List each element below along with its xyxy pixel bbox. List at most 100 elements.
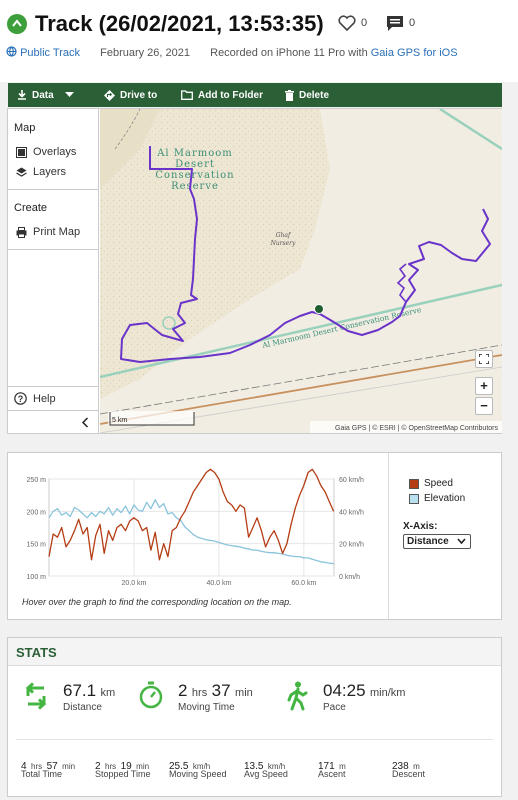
directions-icon	[104, 89, 115, 101]
descent-number: 238	[392, 761, 409, 772]
folder-icon	[181, 90, 193, 100]
distance-value: 67.1 km	[63, 681, 115, 701]
left-tick-label: 100 m	[27, 574, 47, 581]
drive-to-button[interactable]: Drive to	[104, 83, 157, 107]
pace-value: 04:25 min/km	[323, 681, 405, 701]
total-time-min-unit: min	[62, 762, 76, 771]
ascent-number: 171	[318, 761, 335, 772]
map-canvas[interactable]: Al Marmoom Desert Conservation Reserve G…	[100, 109, 502, 433]
sidebar-divider	[8, 189, 99, 190]
x-axis-label: X-Axis:	[403, 521, 438, 532]
moving-speed-value: 25.5 km/h	[169, 756, 210, 774]
total-time-hrs: 4	[21, 761, 27, 772]
sidebar-divider	[8, 249, 99, 250]
trash-icon	[285, 89, 294, 101]
pace-label: Pace	[323, 702, 346, 713]
right-tick-label: 20 km/h	[339, 542, 364, 549]
total-time-min: 57	[46, 761, 58, 772]
delete-label: Delete	[299, 89, 330, 101]
sidebar-divider	[8, 386, 99, 387]
moving-speed-number: 25.5	[169, 761, 189, 772]
distance-number: 67.1	[63, 681, 97, 700]
descent-label: Descent	[392, 769, 426, 779]
chart-legend: Speed Elevation X-Axis: Distance	[388, 453, 502, 619]
map-view[interactable]: Al Marmoom Desert Conservation Reserve G…	[100, 109, 502, 433]
green-road	[439, 109, 502, 151]
create-heading: Create	[14, 202, 48, 214]
x-axis-value: Distance	[407, 536, 449, 547]
download-icon	[18, 90, 26, 100]
help-label: Help	[33, 392, 56, 405]
series-line-speed	[48, 468, 335, 561]
track-start-marker[interactable]	[314, 304, 324, 314]
stats-title: STATS	[16, 645, 57, 660]
left-tick-label: 150 m	[27, 542, 47, 549]
right-tick-label: 0 km/h	[339, 574, 360, 581]
attribution-bg	[310, 421, 502, 433]
heart-icon[interactable]	[338, 15, 356, 31]
nursery-label: Ghaf	[276, 232, 292, 239]
track-icon	[7, 14, 27, 34]
chart-hint: Hover over the graph to find the corresp…	[22, 597, 292, 607]
visibility-link[interactable]: Public Track	[20, 47, 80, 59]
overlays-item[interactable]: Overlays	[16, 146, 76, 158]
track-meta: Public Track February 26, 2021 Recorded …	[6, 46, 458, 59]
help-item[interactable]: ? Help	[14, 392, 56, 405]
add-to-folder-label: Add to Folder	[198, 89, 263, 101]
total-time-label: Total Time	[21, 769, 63, 779]
elevation-swatch	[409, 493, 419, 504]
data-label: Data	[32, 89, 54, 101]
legend-speed[interactable]: Speed	[409, 478, 453, 489]
series-line-elevation	[48, 499, 334, 565]
moving-time-min: 37	[211, 681, 231, 700]
collapse-sidebar-icon[interactable]	[81, 417, 89, 428]
sidebar-divider	[8, 410, 99, 411]
x-axis-select[interactable]: Distance	[403, 534, 471, 549]
comment-icon[interactable]	[386, 15, 404, 32]
data-menu-button[interactable]: Data	[17, 83, 74, 107]
zoom-out-button[interactable]: −	[475, 397, 493, 415]
like-count: 0	[361, 17, 368, 29]
pace-number: 04:25	[323, 681, 366, 700]
layers-item[interactable]: Layers	[16, 166, 66, 178]
pace-unit: min/km	[370, 687, 406, 699]
fullscreen-button[interactable]	[475, 350, 493, 368]
reserve-label: Desert	[175, 159, 215, 170]
moving-time-hrs-unit: hrs	[191, 687, 208, 699]
scale-bar	[109, 412, 195, 426]
x-tick-label: 20.0 km	[121, 580, 146, 587]
legend-speed-label: Speed	[424, 478, 453, 489]
left-tick-label: 200 m	[27, 509, 47, 516]
track-line[interactable]	[120, 146, 491, 363]
scale-bar-bg	[108, 411, 194, 425]
layers-label: Layers	[33, 166, 67, 178]
map-attribution: Gaia GPS | © ESRI | © OpenStreetMap Cont…	[335, 424, 498, 432]
right-tick-label: 60 km/h	[339, 477, 364, 484]
moving-speed-label: Moving Speed	[169, 769, 227, 779]
legend-elevation[interactable]: Elevation	[409, 493, 465, 504]
svg-text:?: ?	[18, 394, 24, 404]
total-time-hrs-unit: hrs	[31, 762, 43, 771]
moving-time-value: 2 hrs 37 min	[178, 681, 253, 701]
delete-button[interactable]: Delete	[285, 83, 329, 107]
page-title: Track (26/02/2021, 13:53:35)	[35, 11, 324, 36]
profile-chart[interactable]: 250 m 200 m 150 m 100 m 60 km/h 40 km/h 20 km/…	[8, 453, 388, 619]
comment-count: 0	[409, 17, 416, 29]
moving-time-hrs: 2	[178, 681, 188, 700]
ascent-label: Ascent	[318, 769, 346, 779]
add-to-folder-button[interactable]: Add to Folder	[181, 83, 263, 107]
distance-label: Distance	[63, 702, 102, 713]
printer-icon	[16, 226, 27, 238]
print-map-label: Print Map	[33, 226, 81, 238]
stopped-time-hrs-unit: hrs	[105, 762, 117, 771]
fullscreen-icon	[478, 353, 490, 365]
zoom-in-button[interactable]: +	[475, 377, 493, 395]
map-heading: Map	[14, 122, 36, 134]
conservation-road	[100, 283, 502, 379]
reserve-label: Al Marmoom	[156, 148, 233, 159]
reserve-label: Conservation	[155, 170, 234, 181]
avg-speed-unit: km/h	[267, 762, 286, 771]
legend-elevation-label: Elevation	[424, 493, 466, 504]
print-map-item[interactable]: Print Map	[16, 226, 80, 238]
app-link[interactable]: Gaia GPS for iOS	[370, 47, 458, 59]
